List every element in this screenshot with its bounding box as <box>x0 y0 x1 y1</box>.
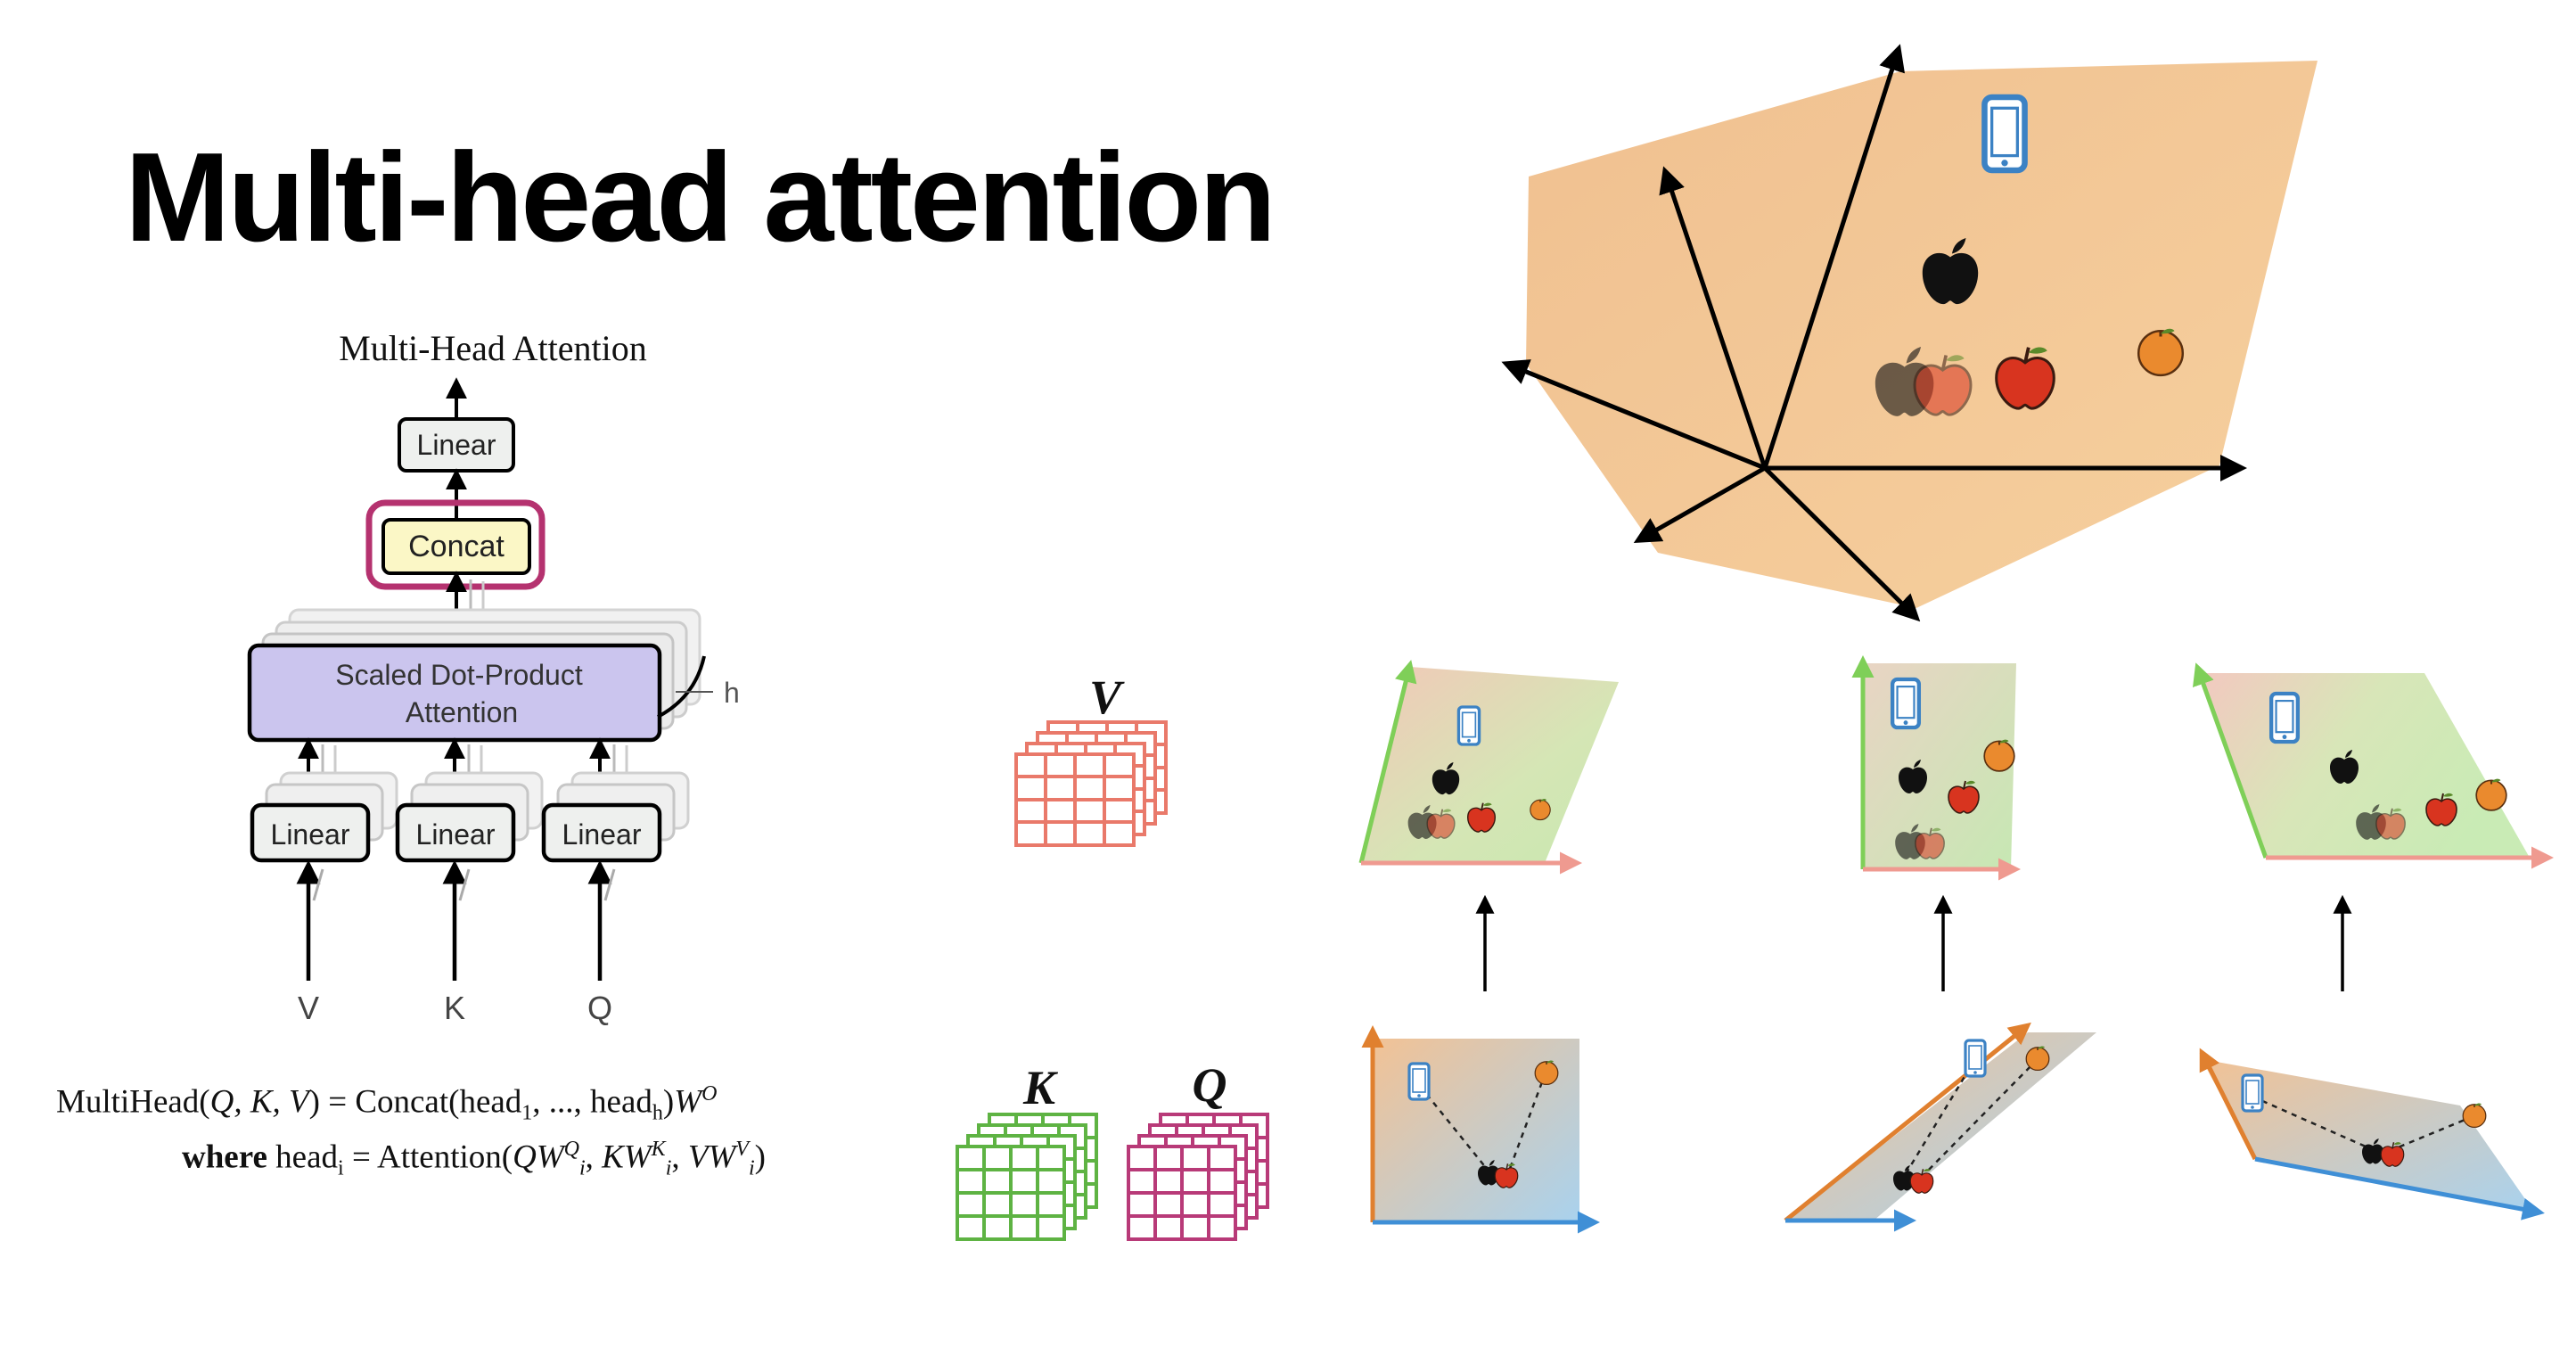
formula-ellipsis: , ..., head <box>532 1083 652 1121</box>
formula-where: where <box>182 1138 267 1176</box>
formula-sub-h: h <box>652 1101 663 1125</box>
formula-args: Q, K, V <box>209 1083 309 1121</box>
linear-k-label: Linear <box>416 818 496 851</box>
projection-arrows <box>1475 894 2352 991</box>
key-query-subspace-1 <box>1361 1025 1600 1234</box>
q-matrix-stack <box>1127 1113 1269 1241</box>
phone-icon <box>2271 694 2298 742</box>
phone-icon <box>1456 705 1481 746</box>
value-subspace-1 <box>1358 660 1619 875</box>
v-matrix-stack <box>1014 720 1168 847</box>
formula-w: W <box>674 1083 702 1121</box>
input-q-label: Q <box>587 990 612 1026</box>
v-matrix-label: V <box>1089 670 1125 724</box>
formula-qw: QW <box>513 1138 564 1176</box>
formula-close-2: ) <box>754 1138 766 1176</box>
phone-icon <box>1984 97 2024 170</box>
top-linear-box: Linear <box>398 417 515 473</box>
phone-icon <box>1964 1039 1987 1078</box>
orange-icon <box>2462 1102 2487 1129</box>
formula-sub-1: 1 <box>521 1101 533 1125</box>
k-matrix-label: K <box>1022 1061 1059 1114</box>
formula-kw: KW <box>602 1138 652 1176</box>
phone-icon <box>1407 1062 1431 1101</box>
input-v-label: V <box>298 990 319 1026</box>
attention-label-line2: Attention <box>406 696 518 728</box>
multihead-formula-line1: MultiHead(Q, K, V) = Concat(head1, ..., … <box>56 1082 717 1126</box>
key-query-subspace-3 <box>2199 1048 2545 1221</box>
scaled-dot-product-attention-stack: Scaled Dot-Product Attention h <box>247 608 740 743</box>
k-matrix-stack <box>956 1113 1098 1241</box>
linear-q-label: Linear <box>562 818 642 851</box>
linear-v-label: Linear <box>271 818 350 851</box>
formula-sup-v: V <box>735 1138 749 1161</box>
slide-title: Multi-head attention <box>125 127 1276 268</box>
formula-close: ) <box>662 1083 675 1121</box>
h-label: h <box>724 677 740 709</box>
attention-label-line1: Scaled Dot-Product <box>335 659 583 691</box>
value-subspace-3 <box>2193 662 2554 869</box>
phone-icon <box>2241 1073 2264 1113</box>
key-query-subspace-2 <box>1784 1022 2096 1232</box>
input-arrows <box>296 859 616 981</box>
formula-head: head <box>275 1138 339 1176</box>
phone-icon <box>1892 679 1919 727</box>
linear-k-box: Linear <box>395 771 544 863</box>
multi-head-attention-diagram: Multi-Head Attention Linear Concat <box>247 328 740 1026</box>
formula-sup-k: K <box>651 1138 666 1161</box>
diagram-heading: Multi-Head Attention <box>339 328 647 368</box>
formula-sup-q: Q <box>563 1138 579 1161</box>
combined-embedding-plane <box>1501 44 2318 622</box>
formula-sub-i-v: i <box>748 1156 755 1180</box>
formula-sub-i: i <box>338 1156 344 1180</box>
formula-attention: = Attention( <box>343 1138 513 1176</box>
linear-q-box: Linear <box>541 771 690 863</box>
input-k-label: K <box>444 990 465 1026</box>
formula-concat: ) = Concat(head <box>308 1083 522 1121</box>
value-subspace-2 <box>1851 655 2021 881</box>
formula-multihead: MultiHead( <box>56 1083 210 1121</box>
linear-v-box: Linear <box>250 771 398 863</box>
formula-sub-i-k: i <box>665 1156 672 1180</box>
formula-sup-o: O <box>701 1082 718 1106</box>
multihead-formula-line2: where headi = Attention(QWQi, KWKi, VWVi… <box>182 1138 766 1180</box>
concat-label: Concat <box>408 530 505 563</box>
formula-sub-i-q: i <box>579 1156 586 1180</box>
q-matrix-label: Q <box>1193 1058 1227 1112</box>
top-linear-label: Linear <box>417 429 496 461</box>
formula-vw: VW <box>687 1138 736 1176</box>
